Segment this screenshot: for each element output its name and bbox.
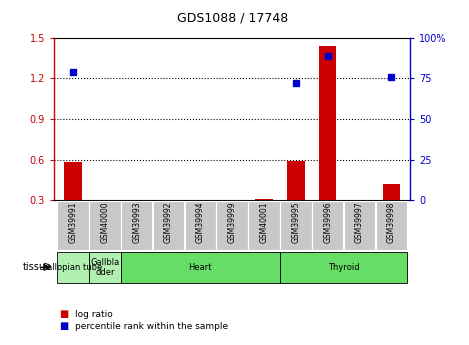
Bar <box>312 200 343 250</box>
Text: Gallbla
dder: Gallbla dder <box>90 258 120 277</box>
Bar <box>255 199 273 200</box>
Bar <box>287 161 304 200</box>
Text: Fallopian tube: Fallopian tube <box>44 263 103 272</box>
Bar <box>344 200 375 250</box>
Bar <box>185 200 216 250</box>
Text: log ratio: log ratio <box>75 310 113 319</box>
Text: GSM40000: GSM40000 <box>100 202 109 244</box>
Text: ■: ■ <box>59 321 68 331</box>
Text: GSM39995: GSM39995 <box>291 202 300 244</box>
Bar <box>248 200 280 250</box>
Bar <box>64 162 82 200</box>
Text: tissue: tissue <box>23 263 52 272</box>
Text: GSM39994: GSM39994 <box>196 202 205 244</box>
Bar <box>383 184 400 200</box>
Bar <box>376 200 407 250</box>
Text: GSM40001: GSM40001 <box>259 202 268 243</box>
Bar <box>121 252 280 283</box>
Bar <box>89 252 121 283</box>
Bar <box>280 252 407 283</box>
Bar <box>89 200 121 250</box>
Text: Heart: Heart <box>189 263 212 272</box>
Bar <box>280 200 311 250</box>
Text: ■: ■ <box>59 309 68 319</box>
Text: GDS1088 / 17748: GDS1088 / 17748 <box>176 11 288 24</box>
Text: GSM39997: GSM39997 <box>355 202 364 244</box>
Text: GSM39998: GSM39998 <box>387 202 396 243</box>
Text: GSM39992: GSM39992 <box>164 202 173 243</box>
Text: percentile rank within the sample: percentile rank within the sample <box>75 322 228 331</box>
Bar <box>216 200 248 250</box>
Bar <box>57 200 89 250</box>
Bar <box>319 46 336 200</box>
Bar <box>57 252 89 283</box>
Text: GSM39996: GSM39996 <box>323 202 332 244</box>
Text: Thyroid: Thyroid <box>328 263 359 272</box>
Text: GSM39991: GSM39991 <box>68 202 77 243</box>
Text: GSM39999: GSM39999 <box>227 202 237 244</box>
Bar <box>121 200 152 250</box>
Bar <box>153 200 184 250</box>
Text: GSM39993: GSM39993 <box>132 202 141 244</box>
